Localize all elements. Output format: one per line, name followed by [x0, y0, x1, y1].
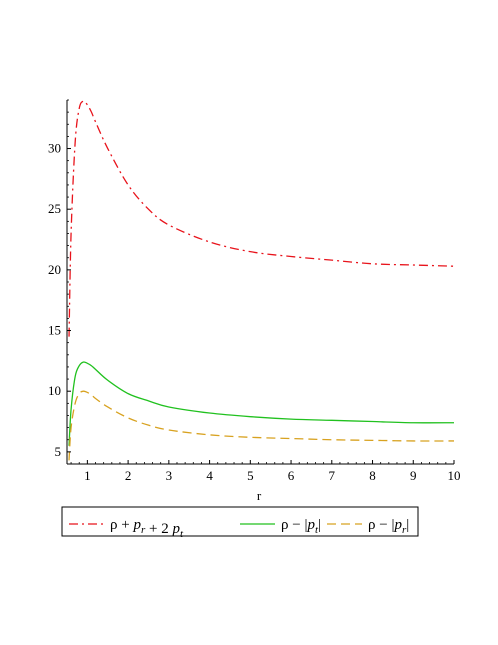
x-tick-label: 5 [247, 468, 254, 483]
x-tick-label: 10 [448, 468, 461, 483]
x-axis-label: r [257, 488, 262, 503]
axes: 1 2 3 4 5 6 7 8 9 10 5 10 15 20 25 30 [48, 99, 461, 483]
x-tick-label: 3 [166, 468, 173, 483]
y-tick-label: 15 [48, 323, 61, 338]
x-tick-label: 8 [369, 468, 376, 483]
legend: ρ + pr + 2 pt ρ − |pt| ρ − |pr| [61, 506, 419, 540]
x-tick-label: 9 [410, 468, 417, 483]
plot-area [68, 100, 455, 461]
y-tick-label: 20 [48, 262, 61, 277]
x-tick-label: 1 [84, 468, 91, 483]
legend-label-1: ρ + pr + 2 pt [110, 517, 184, 540]
x-tick-label: 2 [125, 468, 132, 483]
series-line-3 [68, 390, 455, 461]
legend-label-3: ρ − |pr| [368, 517, 409, 536]
y-tick-label: 30 [48, 141, 61, 156]
x-tick-label: 7 [329, 468, 336, 483]
y-tick-label: 10 [48, 383, 61, 398]
legend-box [61, 506, 419, 537]
series-line-2 [68, 361, 455, 446]
x-tick-label: 6 [288, 468, 295, 483]
legend-label-2: ρ − |pt| [281, 517, 321, 536]
x-tick-label: 4 [206, 468, 213, 483]
y-tick-label: 5 [55, 444, 62, 459]
series-line-1 [68, 100, 455, 337]
y-tick-label: 25 [48, 201, 61, 216]
